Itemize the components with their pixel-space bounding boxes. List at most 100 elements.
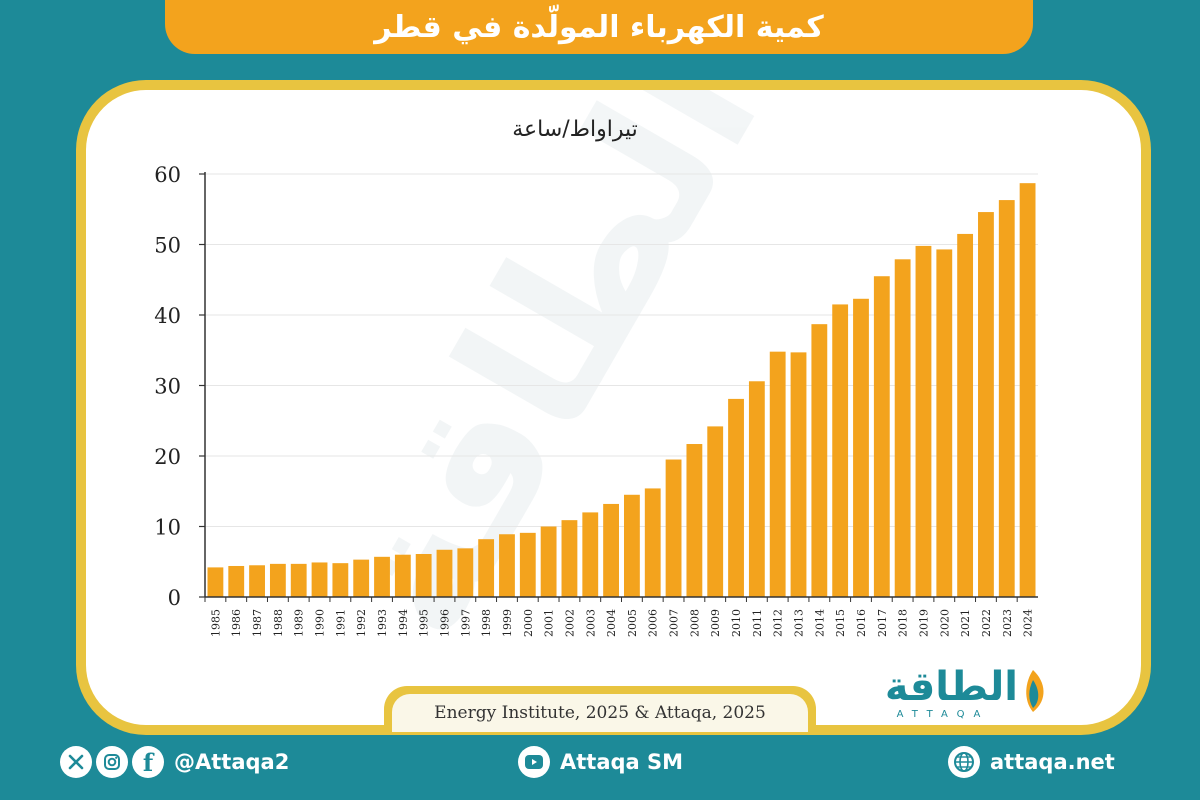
x-tick-label: 2018: [897, 609, 910, 637]
x-tick-labels: 1985 1986 1987 1988 1989 1990 1991 1992 1993 1994…: [204, 597, 1035, 637]
bar-2003: [582, 512, 599, 597]
bar-2014: [811, 324, 828, 597]
x-tick-label: 1985: [209, 609, 222, 637]
logo-arabic-text: الطاقة: [885, 664, 1018, 710]
bar-2018: [894, 259, 911, 597]
x-tick-label: 2006: [647, 609, 660, 637]
y-axis-unit-label: تيراواط/ساعة: [512, 117, 638, 142]
x-tick-label: 2010: [730, 609, 743, 637]
x-tick-label: 2013: [793, 609, 806, 637]
bar-2001: [540, 526, 557, 597]
x-tick-label: 2008: [688, 609, 701, 637]
y-tick-label: 60: [154, 163, 181, 187]
bar-1987: [249, 565, 265, 597]
x-tick-label: 2001: [543, 609, 556, 637]
chart-card: الطاقة 0 10 20 30 40 50 60 1985 1986 1987 1988 198…: [86, 90, 1141, 725]
bar-2008: [686, 444, 703, 597]
y-tick-labels: 0 10 20 30 40 50 60: [154, 163, 205, 610]
website-link: attaqa.net: [948, 744, 1115, 780]
title-banner: كمية الكهرباء المولّدة في قطر: [165, 0, 1033, 54]
attaqa-logo: الطاقة ATTAQA: [885, 664, 1044, 720]
x-tick-label: 1988: [272, 609, 285, 637]
bar-2017: [873, 276, 890, 597]
x-tick-label: 2019: [917, 609, 930, 637]
x-tick-label: 1991: [334, 609, 347, 637]
bar-2004: [603, 503, 620, 597]
x-tick-label: 2020: [938, 609, 951, 637]
social-links: f @Attaqa2: [60, 744, 289, 780]
source-text: Energy Institute, 2025 & Attaqa, 2025: [434, 703, 766, 723]
bar-1999: [499, 534, 515, 597]
bar-2019: [915, 245, 932, 597]
x-tick-label: 2024: [1022, 609, 1035, 637]
x-tick-label: 1993: [376, 609, 389, 637]
social-handle[interactable]: @Attaqa2: [174, 750, 290, 774]
x-tick-label: 2015: [834, 609, 847, 637]
y-tick-label: 0: [168, 586, 181, 610]
bar-1992: [353, 559, 370, 597]
bar-2005: [623, 494, 640, 597]
x-tick-label: 2012: [772, 609, 785, 637]
x-tick-label: 1997: [459, 609, 472, 637]
x-tick-label: 2000: [522, 609, 535, 637]
bar-1997: [457, 548, 474, 597]
x-tick-label: 1999: [501, 609, 514, 637]
bar-2013: [790, 352, 807, 597]
logo-latin-text: ATTAQA: [897, 709, 990, 720]
x-tick-label: 1995: [418, 609, 431, 637]
website-label[interactable]: attaqa.net: [990, 750, 1115, 774]
x-tick-label: 2016: [855, 609, 868, 637]
x-tick-label: 2005: [626, 609, 639, 637]
y-tick-label: 10: [154, 516, 181, 540]
x-tick-label: 1994: [397, 609, 410, 637]
x-tick-label: 1987: [251, 609, 264, 637]
bar-2002: [561, 520, 578, 597]
x-tick-label: 2002: [563, 609, 576, 637]
bar-1998: [478, 539, 495, 597]
bar-2024: [1019, 183, 1036, 597]
y-tick-label: 40: [154, 304, 181, 328]
bar-2006: [644, 488, 661, 597]
x-tick-label: 2014: [813, 609, 826, 637]
bar-2009: [707, 426, 724, 597]
youtube-label[interactable]: Attaqa SM: [560, 750, 684, 774]
bar-1989: [290, 563, 307, 597]
y-tick-label: 30: [154, 375, 181, 399]
bar-2020: [936, 249, 953, 597]
bar-2000: [519, 532, 536, 597]
bar-2021: [957, 233, 974, 598]
y-tick-label: 20: [154, 445, 181, 469]
bar-1996: [436, 549, 453, 597]
bar-1995: [415, 553, 432, 597]
youtube-icon[interactable]: [518, 746, 550, 778]
x-twitter-icon[interactable]: [60, 746, 92, 778]
source-pill: Energy Institute, 2025 & Attaqa, 2025: [384, 686, 816, 732]
bar-2007: [665, 459, 682, 597]
bar-1991: [332, 563, 349, 597]
x-tick-label: 2004: [605, 609, 618, 637]
instagram-icon[interactable]: [96, 746, 128, 778]
x-tick-label: 2022: [980, 609, 993, 637]
chart-bars: [207, 183, 1036, 598]
globe-icon[interactable]: [948, 746, 980, 778]
x-tick-label: 2009: [709, 609, 722, 637]
bar-2011: [748, 381, 765, 597]
facebook-icon[interactable]: f: [132, 746, 164, 778]
x-tick-label: 1990: [314, 609, 327, 637]
x-tick-label: 2011: [751, 609, 764, 637]
x-tick-label: 2007: [668, 609, 681, 637]
x-tick-label: 1986: [230, 609, 243, 637]
bar-1993: [374, 556, 390, 597]
youtube-link: Attaqa SM: [518, 744, 683, 780]
bar-1988: [269, 563, 286, 597]
bar-2012: [769, 351, 786, 597]
x-tick-label: 1989: [293, 609, 306, 637]
bar-1986: [228, 565, 245, 597]
bar-1985: [207, 567, 224, 597]
x-tick-label: 1996: [438, 609, 451, 637]
x-tick-label: 1998: [480, 609, 493, 637]
bar-2023: [998, 200, 1015, 597]
bar-2015: [832, 304, 849, 597]
x-tick-label: 2021: [959, 609, 972, 637]
